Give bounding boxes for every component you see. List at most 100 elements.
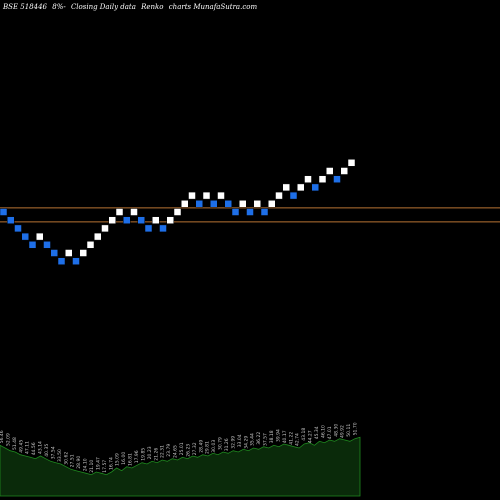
- up-brick: [202, 191, 211, 200]
- volume-label: 28.49: [198, 440, 204, 453]
- down-brick: [137, 216, 145, 224]
- volume-label: 43.14: [38, 441, 44, 454]
- up-brick: [326, 167, 334, 175]
- up-brick: [79, 249, 87, 257]
- up-brick: [36, 232, 44, 241]
- volume-label: 15.09: [115, 453, 121, 466]
- symbol-label: BSE 518446: [3, 3, 47, 11]
- down-brick: [14, 224, 22, 233]
- volume-label: 44.56: [31, 442, 37, 455]
- up-brick: [65, 249, 73, 257]
- down-brick: [260, 208, 269, 216]
- volume-label: 49.92: [340, 425, 346, 438]
- volume-label: 17.96: [134, 450, 140, 463]
- volume-label: 25.01: [179, 442, 185, 455]
- up-brick: [101, 224, 109, 233]
- chart-header: BSE 518446 8%- Closing Daily data Renko …: [3, 3, 260, 11]
- down-brick: [72, 257, 80, 265]
- series-label: 8%-: [52, 3, 66, 11]
- down-brick: [28, 241, 37, 249]
- down-brick: [195, 200, 203, 208]
- up-brick: [166, 216, 174, 224]
- volume-label: 40.35: [44, 444, 50, 457]
- volume-label: 19.85: [140, 448, 146, 461]
- volume-label: 22.31: [160, 445, 166, 458]
- volume-label: 39.94: [275, 429, 281, 442]
- volume-label: 38.18: [269, 430, 275, 443]
- up-brick: [108, 216, 116, 224]
- volume-label: 51.70: [353, 422, 359, 435]
- volume-label: 16.81: [128, 453, 134, 466]
- volume-label: 20.23: [147, 446, 153, 459]
- up-brick: [115, 208, 124, 216]
- volume-label: 46.10: [320, 425, 326, 438]
- down-brick: [311, 183, 319, 192]
- volume-label: 37.57: [263, 433, 269, 446]
- up-brick: [130, 208, 138, 216]
- up-brick: [181, 200, 189, 208]
- volume-label: 21.10: [89, 460, 95, 473]
- up-brick: [297, 183, 305, 192]
- level-lines: [0, 207, 500, 223]
- volume-label: 33.04: [237, 434, 243, 447]
- volume-label: 26.23: [185, 444, 191, 457]
- volume-label: 16.00: [121, 452, 127, 465]
- volume-label: 44.27: [308, 430, 314, 443]
- volume-label: 36.22: [256, 432, 262, 445]
- down-brick: [210, 200, 218, 208]
- up-brick: [86, 241, 95, 249]
- volume-label: 33.50: [57, 449, 63, 462]
- volume-label: 29.81: [205, 441, 211, 454]
- volume-label: 47.11: [25, 441, 31, 454]
- volume-label: 48.30: [333, 424, 339, 437]
- volume-label: 30.79: [218, 437, 224, 450]
- down-brick: [21, 232, 29, 241]
- volume-label: 42.74: [295, 433, 301, 446]
- volume-label: 19.47: [95, 457, 101, 470]
- down-brick: [333, 175, 341, 183]
- up-brick: [340, 167, 348, 175]
- volume-label: 56.46: [0, 430, 5, 443]
- volume-label: 30.03: [211, 440, 217, 453]
- volume-label: 17.57: [102, 460, 108, 473]
- down-brick: [50, 249, 58, 257]
- up-brick: [304, 175, 312, 183]
- up-brick: [347, 159, 356, 167]
- renko-bricks: [0, 159, 356, 265]
- volume-label: 37.54: [50, 446, 56, 459]
- volume-label: 51.48: [12, 437, 18, 450]
- volume-area: [0, 436, 361, 497]
- volume-label: 27.32: [192, 442, 198, 455]
- up-brick: [275, 191, 283, 200]
- volume-label: 31.26: [224, 438, 230, 451]
- down-brick: [224, 200, 232, 208]
- up-brick: [94, 232, 102, 241]
- volume-label: 21.26: [153, 448, 159, 461]
- volume-label: 52.09: [5, 433, 11, 446]
- down-brick: [231, 208, 240, 216]
- up-brick: [253, 200, 261, 208]
- volume-label: 32.99: [230, 436, 236, 449]
- volume-label: 34.29: [243, 436, 249, 449]
- volume-label: 35.44: [250, 433, 256, 446]
- up-brick: [282, 183, 290, 192]
- volume-label: 49.45: [18, 440, 24, 453]
- up-brick: [217, 191, 225, 200]
- up-brick: [318, 175, 327, 183]
- up-brick: [239, 200, 247, 208]
- volume-label: 30.62: [63, 452, 69, 465]
- up-brick: [152, 216, 160, 224]
- chart-kind-label: Renko: [141, 3, 164, 11]
- description-label: Closing Daily data: [70, 3, 136, 11]
- down-brick: [289, 191, 298, 200]
- volume-label: 27.51: [70, 454, 76, 467]
- up-brick: [173, 208, 182, 216]
- up-brick: [188, 191, 196, 200]
- down-brick: [43, 241, 51, 249]
- down-brick: [159, 224, 167, 233]
- volume-label: 24.10: [83, 458, 89, 471]
- volume-label: 40.17: [282, 430, 288, 443]
- down-brick: [144, 224, 153, 233]
- down-brick: [123, 216, 131, 224]
